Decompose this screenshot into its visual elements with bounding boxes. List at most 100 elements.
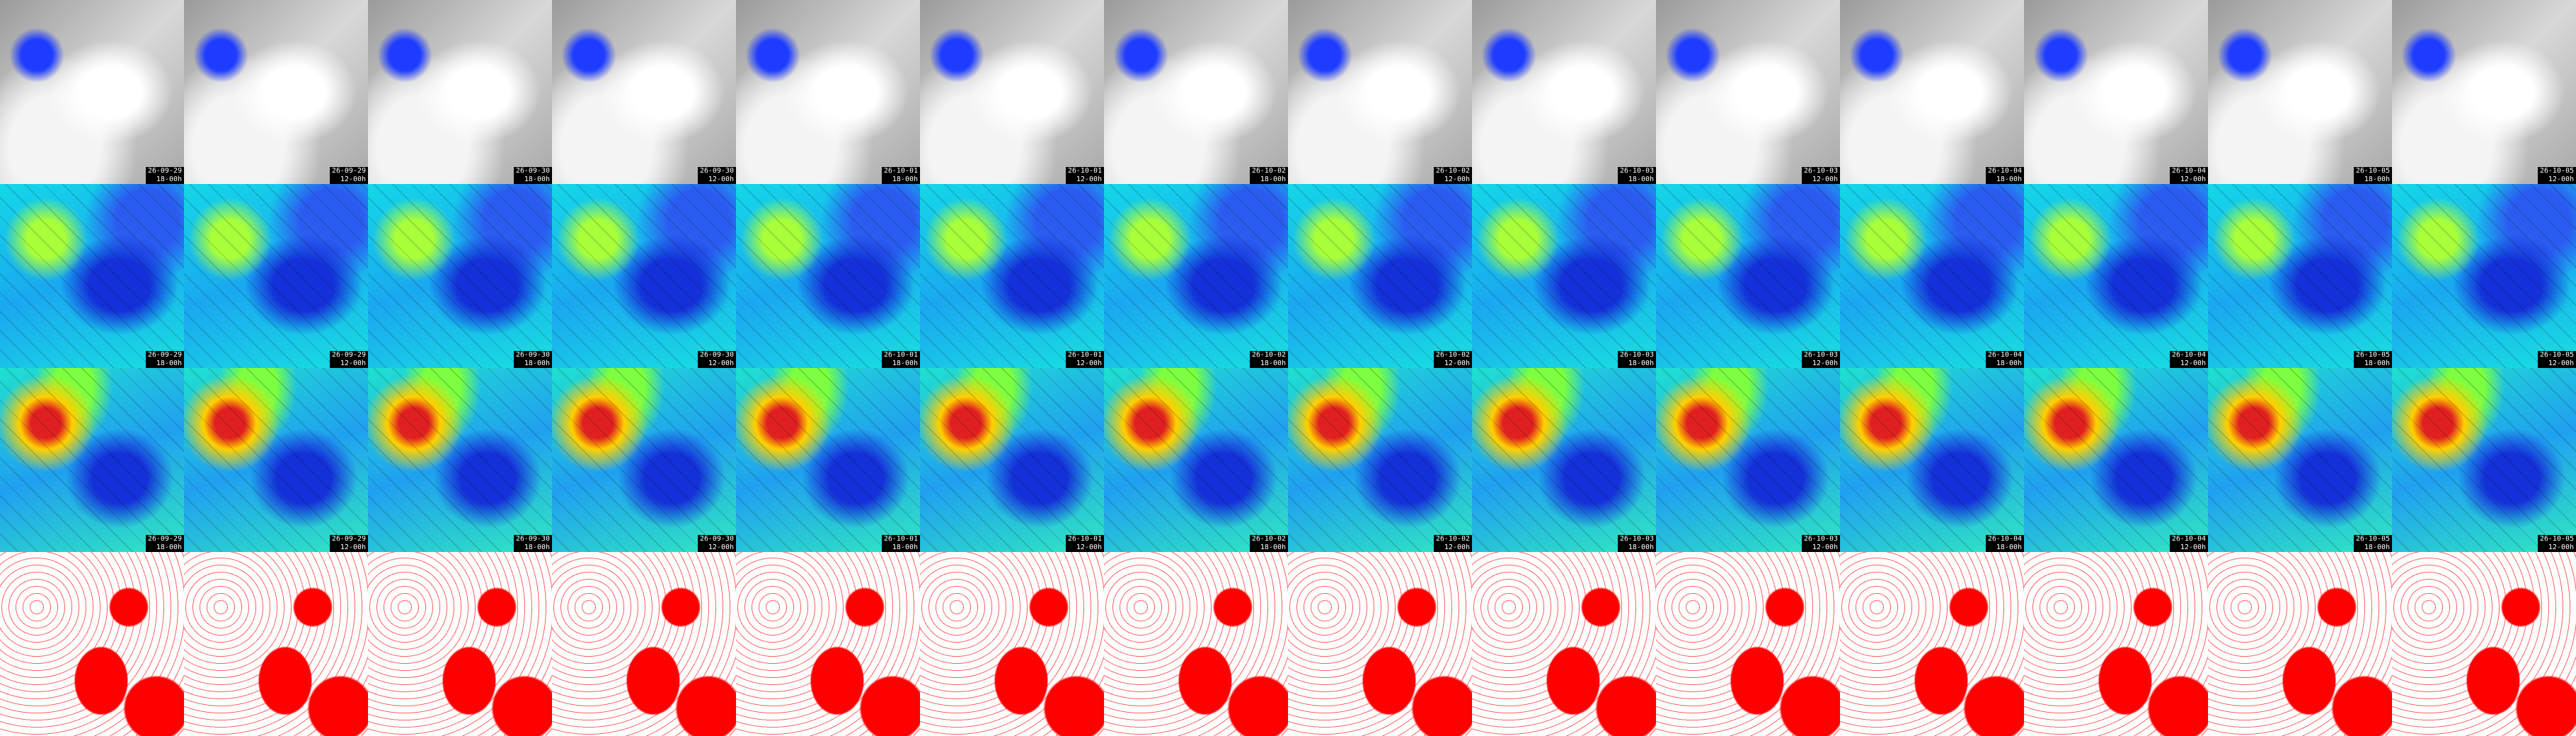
timestamp-date: 26-09-30 <box>699 535 734 543</box>
map-thumbnail[interactable]: 26-10-04 18-00h <box>1840 184 2024 368</box>
map-thumbnail[interactable]: 26-09-29 18-00h <box>0 0 184 184</box>
map-thumbnail[interactable]: 26-09-29 12-00h <box>184 184 368 368</box>
timestamp-label: 26-09-30 12-00h <box>697 167 736 184</box>
timestamp-time: 18-00h <box>156 176 182 183</box>
timestamp-date: 26-10-01 <box>1067 167 1102 175</box>
timestamp-date: 26-10-04 <box>2171 535 2206 543</box>
map-thumbnail[interactable] <box>552 552 736 736</box>
map-thumbnail[interactable]: 26-10-03 12-00h <box>1656 368 1840 552</box>
map-thumbnail[interactable]: 26-10-02 18-00h <box>1104 0 1288 184</box>
timestamp-time: 18-00h <box>1260 360 1286 367</box>
timestamp-label: 26-10-02 18-00h <box>1249 535 1288 552</box>
map-thumbnail[interactable] <box>1104 552 1288 736</box>
map-thumbnail[interactable]: 26-10-02 12-00h <box>1288 184 1472 368</box>
map-thumbnail[interactable]: 26-10-01 12-00h <box>920 0 1104 184</box>
map-thumbnail[interactable] <box>2208 552 2392 736</box>
map-thumbnail[interactable]: 26-09-30 12-00h <box>552 184 736 368</box>
map-thumbnail[interactable]: 26-09-30 18-00h <box>368 0 552 184</box>
map-thumbnail[interactable] <box>920 552 1104 736</box>
map-thumbnail[interactable]: 26-10-04 12-00h <box>2024 0 2208 184</box>
map-thumbnail[interactable]: 26-10-01 18-00h <box>736 0 920 184</box>
timestamp-label: 26-10-03 18-00h <box>1617 535 1656 552</box>
map-thumbnail[interactable]: 26-10-04 12-00h <box>2024 184 2208 368</box>
map-thumbnail[interactable]: 26-10-02 12-00h <box>1288 0 1472 184</box>
timestamp-time: 12-00h <box>1444 544 1470 551</box>
map-thumbnail[interactable]: 26-10-03 18-00h <box>1472 368 1656 552</box>
map-thumbnail[interactable] <box>736 552 920 736</box>
timestamp-label: 26-10-05 12-00h <box>2537 351 2576 368</box>
timestamp-time: 12-00h <box>340 360 366 367</box>
map-thumbnail[interactable] <box>368 552 552 736</box>
map-thumbnail[interactable]: 26-10-02 18-00h <box>1104 368 1288 552</box>
map-thumbnail[interactable] <box>2392 552 2576 736</box>
map-thumbnail[interactable]: 26-10-03 12-00h <box>1656 184 1840 368</box>
timestamp-date: 26-10-05 <box>2355 351 2390 359</box>
timestamp-time: 18-00h <box>1996 176 2022 183</box>
map-thumbnail[interactable]: 26-10-03 18-00h <box>1472 184 1656 368</box>
map-thumbnail[interactable] <box>1472 552 1656 736</box>
map-thumbnail[interactable] <box>1288 552 1472 736</box>
timestamp-date: 26-10-01 <box>883 351 918 359</box>
timestamp-date: 26-10-05 <box>2355 535 2390 543</box>
timestamp-label: 26-10-04 12-00h <box>2169 167 2208 184</box>
timestamp-time: 18-00h <box>156 360 182 367</box>
map-thumbnail[interactable]: 26-09-29 18-00h <box>0 368 184 552</box>
map-thumbnail[interactable]: 26-10-05 18-00h <box>2208 0 2392 184</box>
timestamp-date: 26-10-04 <box>2171 351 2206 359</box>
map-thumbnail[interactable]: 26-10-01 12-00h <box>920 368 1104 552</box>
timestamp-date: 26-09-30 <box>515 167 550 175</box>
map-thumbnail[interactable]: 26-09-30 12-00h <box>552 368 736 552</box>
map-thumbnail[interactable]: 26-09-29 12-00h <box>184 368 368 552</box>
timestamp-time: 18-00h <box>1260 176 1286 183</box>
map-thumbnail[interactable]: 26-09-30 18-00h <box>368 184 552 368</box>
timestamp-time: 18-00h <box>1628 360 1654 367</box>
timestamp-date: 26-10-04 <box>1987 167 2022 175</box>
timestamp-date: 26-10-02 <box>1251 167 1286 175</box>
timestamp-label: 26-10-01 18-00h <box>881 167 920 184</box>
map-thumbnail[interactable] <box>0 552 184 736</box>
timestamp-label: 26-10-02 12-00h <box>1433 167 1472 184</box>
timestamp-date: 26-09-30 <box>515 535 550 543</box>
timestamp-label: 26-10-05 12-00h <box>2537 167 2576 184</box>
map-thumbnail[interactable]: 26-10-02 18-00h <box>1104 184 1288 368</box>
map-thumbnail[interactable]: 26-10-02 12-00h <box>1288 368 1472 552</box>
timestamp-time: 12-00h <box>2548 544 2574 551</box>
map-thumbnail[interactable] <box>1840 552 2024 736</box>
map-thumbnail[interactable] <box>1656 552 1840 736</box>
map-thumbnail[interactable]: 26-10-03 12-00h <box>1656 0 1840 184</box>
timestamp-date: 26-09-29 <box>331 351 366 359</box>
map-thumbnail[interactable]: 26-10-01 18-00h <box>736 184 920 368</box>
map-thumbnail[interactable]: 26-09-29 18-00h <box>0 184 184 368</box>
map-thumbnail[interactable]: 26-09-29 12-00h <box>184 0 368 184</box>
map-thumbnail[interactable] <box>184 552 368 736</box>
map-thumbnail[interactable]: 26-10-01 12-00h <box>920 184 1104 368</box>
timestamp-label: 26-10-04 18-00h <box>1985 167 2024 184</box>
timestamp-label: 26-10-01 18-00h <box>881 351 920 368</box>
timestamp-label: 26-09-30 18-00h <box>513 167 552 184</box>
timestamp-date: 26-10-02 <box>1435 167 1470 175</box>
timestamp-date: 26-10-05 <box>2539 535 2574 543</box>
map-thumbnail[interactable]: 26-10-04 18-00h <box>1840 368 2024 552</box>
map-thumbnail[interactable]: 26-10-05 12-00h <box>2392 0 2576 184</box>
map-thumbnail[interactable]: 26-10-04 12-00h <box>2024 368 2208 552</box>
timestamp-time: 18-00h <box>1260 544 1286 551</box>
map-thumbnail[interactable]: 26-10-05 18-00h <box>2208 184 2392 368</box>
timestamp-time: 12-00h <box>708 176 734 183</box>
timestamp-label: 26-10-03 12-00h <box>1801 167 1840 184</box>
timestamp-label: 26-10-04 18-00h <box>1985 535 2024 552</box>
map-thumbnail[interactable]: 26-09-30 12-00h <box>552 0 736 184</box>
map-thumbnail[interactable]: 26-10-05 12-00h <box>2392 184 2576 368</box>
map-thumbnail[interactable]: 26-10-04 18-00h <box>1840 0 2024 184</box>
timestamp-time: 12-00h <box>2548 360 2574 367</box>
map-thumbnail[interactable]: 26-10-03 18-00h <box>1472 0 1656 184</box>
timestamp-date: 26-09-29 <box>147 535 182 543</box>
timestamp-label: 26-10-02 18-00h <box>1249 167 1288 184</box>
map-thumbnail[interactable]: 26-10-01 18-00h <box>736 368 920 552</box>
map-thumbnail[interactable]: 26-10-05 18-00h <box>2208 368 2392 552</box>
timestamp-time: 12-00h <box>340 544 366 551</box>
timestamp-date: 26-10-03 <box>1619 351 1654 359</box>
timestamp-time: 12-00h <box>340 176 366 183</box>
map-thumbnail[interactable] <box>2024 552 2208 736</box>
map-thumbnail[interactable]: 26-09-30 18-00h <box>368 368 552 552</box>
map-thumbnail[interactable]: 26-10-05 12-00h <box>2392 368 2576 552</box>
